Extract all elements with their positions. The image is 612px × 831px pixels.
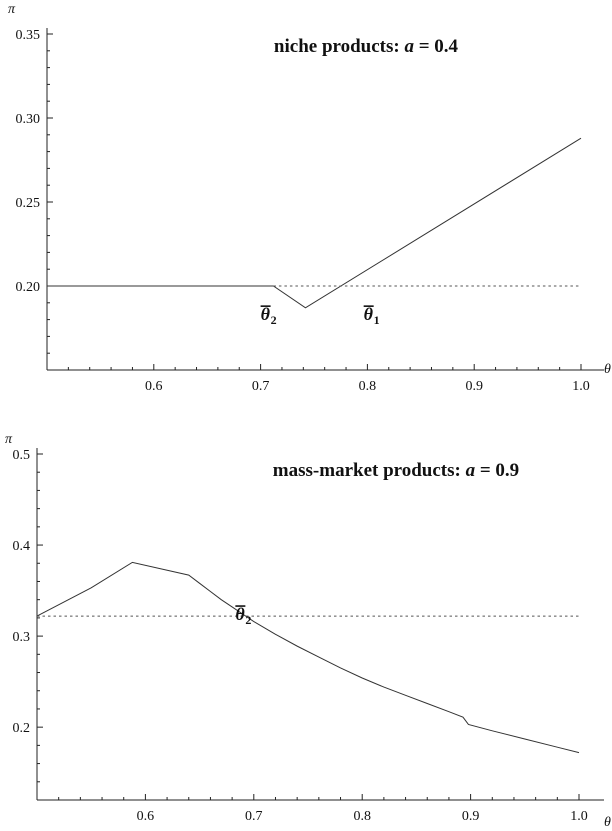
x-axis-label: θ xyxy=(604,815,611,830)
y-tick-label: 0.20 xyxy=(16,280,41,295)
x-tick-label: 0.7 xyxy=(245,809,263,824)
profit-curve xyxy=(47,137,582,309)
y-tick-label: 0.4 xyxy=(13,539,31,554)
theta-subscript: 2 xyxy=(271,313,277,327)
y-tick-label: 0.3 xyxy=(13,630,31,645)
x-tick-label: 0.7 xyxy=(252,379,270,394)
y-axis-label: π xyxy=(5,432,13,447)
profit-curve xyxy=(36,561,580,754)
x-axis-label: θ xyxy=(604,362,611,377)
chart-niche-products: niche products: a = 0.4 π θ 0.6 0.7 0.8 0.9… xyxy=(8,2,611,394)
theta-subscript: 1 xyxy=(374,313,380,327)
x-tick-label: 0.9 xyxy=(465,379,483,394)
x-tick-label: 1.0 xyxy=(572,379,590,394)
chart-mass-market-products: mass-market products: a = 0.9 π θ 0.6 0.7… xyxy=(5,432,611,830)
theta-symbol: θ xyxy=(364,304,374,324)
chart-title: mass-market products: a = 0.9 xyxy=(273,460,519,481)
y-tick-label: 0.30 xyxy=(16,112,41,127)
theta-symbol: θ xyxy=(235,604,245,624)
y-axis-label: π xyxy=(8,2,16,17)
x-tick-label: 0.8 xyxy=(353,809,371,824)
x-tick-label: 0.6 xyxy=(145,379,163,394)
y-tick-label: 0.5 xyxy=(13,448,31,463)
x-tick-label: 0.6 xyxy=(137,809,155,824)
theta-symbol: θ xyxy=(261,304,271,324)
x-tick-label: 1.0 xyxy=(570,809,588,824)
y-tick-label: 0.2 xyxy=(13,721,31,736)
y-tick-label: 0.35 xyxy=(16,28,41,43)
x-tick-label: 0.9 xyxy=(462,809,480,824)
chart-title: niche products: a = 0.4 xyxy=(274,36,459,57)
x-tick-label: 0.8 xyxy=(359,379,377,394)
theta-subscript: 2 xyxy=(245,613,251,627)
y-tick-label: 0.25 xyxy=(16,196,41,211)
